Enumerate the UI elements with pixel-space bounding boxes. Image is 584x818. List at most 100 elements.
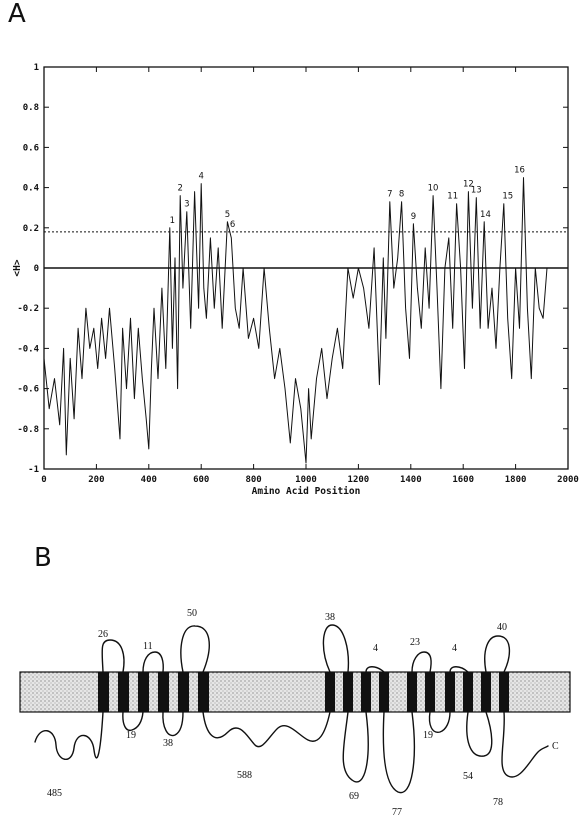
y-tick-label: 0.2: [23, 224, 39, 234]
loop-19-domain-2: [428, 711, 451, 733]
peak-label: 8: [399, 190, 404, 200]
tm-segment: [425, 672, 435, 712]
panel-a-letter: A: [8, 0, 26, 29]
x-tick-label: 1800: [505, 475, 527, 485]
tm-segment: [198, 672, 209, 712]
peak-label: 14: [480, 210, 491, 220]
membrane-bilayer: [19, 671, 571, 713]
y-tick-label: -1: [28, 465, 39, 475]
x-tick-label: 200: [88, 475, 104, 485]
loop-4-domain-2: [449, 666, 469, 673]
loop-4: [365, 666, 385, 673]
label-19: 19: [126, 730, 136, 741]
hydrophobicity-chart: -1 -0.8 -0.6 -0.4 -0.2 0 0.2 0.4 0.6 0.8 1 0 200 400…: [12, 63, 579, 497]
y-axis-ticks: -1 -0.8 -0.6 -0.4 -0.2 0 0.2 0.4 0.6 0.8 1: [17, 63, 568, 475]
tm-segments-domain-2: [325, 672, 509, 712]
peak-label: 15: [502, 192, 513, 202]
x-tick-label: 0: [41, 475, 46, 485]
panel-b-letter: B: [34, 543, 52, 573]
loop-19: [122, 711, 144, 732]
x-tick-label: 1600: [452, 475, 474, 485]
y-tick-label: 0: [34, 264, 39, 274]
peak-label: 13: [471, 186, 482, 196]
peak-label: 3: [184, 200, 189, 210]
y-tick-label: 0.4: [23, 184, 40, 194]
label-19-domain-2: 19: [423, 730, 433, 741]
peak-label: 4: [198, 172, 203, 182]
label-485: 485: [47, 788, 62, 799]
x-tick-label: 1200: [348, 475, 370, 485]
loop-11: [142, 651, 164, 673]
tm-segment: [325, 672, 335, 712]
tm-segment: [98, 672, 109, 712]
loop-40: [484, 635, 511, 673]
label-4: 4: [373, 643, 378, 654]
x-axis-label: Amino Acid Position: [252, 486, 361, 497]
label-588: 588: [237, 770, 252, 781]
label-78: 78: [493, 797, 503, 808]
loop-labels: 26 11 50 38 4 23 4 40 19 38 588 485 69 7…: [47, 608, 559, 818]
peak-label: 12: [463, 180, 474, 190]
tm-segment: [463, 672, 473, 712]
tm-segment: [158, 672, 169, 712]
c-terminal-loop: [501, 711, 549, 778]
loop-38-domain-2: [322, 624, 350, 673]
label-38-domain-2: 38: [325, 612, 335, 623]
c-terminus-label: C: [552, 741, 559, 752]
loop-50: [180, 625, 210, 673]
tm-segments-domain-1: [98, 672, 209, 712]
loop-69: [342, 711, 369, 783]
tm-segment: [445, 672, 455, 712]
label-77: 77: [392, 807, 402, 818]
tm-segment: [178, 672, 189, 712]
peak-label: 16: [514, 166, 525, 176]
loop-23: [411, 651, 432, 673]
label-50: 50: [187, 608, 197, 619]
peak-label: 5: [225, 210, 230, 220]
peak-label: 11: [447, 192, 458, 202]
tm-segment: [499, 672, 509, 712]
x-tick-label: 1400: [400, 475, 422, 485]
y-tick-label: 1: [34, 63, 39, 73]
tm-segment: [138, 672, 149, 712]
membrane-topology-diagram: 26 11 50 38 4 23 4 40 19 38 588 485 69 7…: [19, 608, 571, 818]
loop-38: [162, 711, 184, 737]
label-40: 40: [497, 622, 507, 633]
y-axis-label: <H>: [12, 259, 23, 276]
peak-label: 10: [428, 184, 439, 194]
hydrophobicity-series-line: [43, 177, 548, 464]
x-tick-label: 2000: [557, 475, 579, 485]
y-tick-label: -0.6: [17, 385, 39, 395]
peak-label: 1: [170, 216, 175, 226]
x-tick-label: 400: [141, 475, 157, 485]
tm-segment: [379, 672, 389, 712]
loop-588: [202, 711, 331, 748]
y-tick-label: -0.8: [17, 425, 39, 435]
tm-segment: [343, 672, 353, 712]
tm-segment: [361, 672, 371, 712]
x-axis-ticks: 0 200 400 600 800 1000 1200 1400 1600 1800 2000: [41, 67, 579, 485]
label-54: 54: [463, 771, 473, 782]
y-tick-label: -0.2: [17, 304, 39, 314]
x-tick-label: 1000: [295, 475, 317, 485]
loop-26: [101, 639, 125, 673]
label-11: 11: [143, 641, 153, 652]
tm-segment: [407, 672, 417, 712]
label-26: 26: [98, 629, 108, 640]
label-38: 38: [163, 738, 173, 749]
polypeptide-chain: [34, 624, 549, 794]
peak-label: 2: [178, 184, 183, 194]
label-23: 23: [410, 637, 420, 648]
peak-label: 9: [411, 212, 416, 222]
loop-77: [382, 711, 416, 794]
y-tick-label: 0.8: [23, 103, 39, 113]
y-tick-label: 0.6: [23, 143, 39, 153]
label-69: 69: [349, 791, 359, 802]
y-tick-label: -0.4: [17, 344, 39, 354]
x-tick-label: 800: [245, 475, 261, 485]
x-tick-label: 600: [193, 475, 209, 485]
peak-label: 7: [387, 190, 392, 200]
tm-segment: [481, 672, 491, 712]
